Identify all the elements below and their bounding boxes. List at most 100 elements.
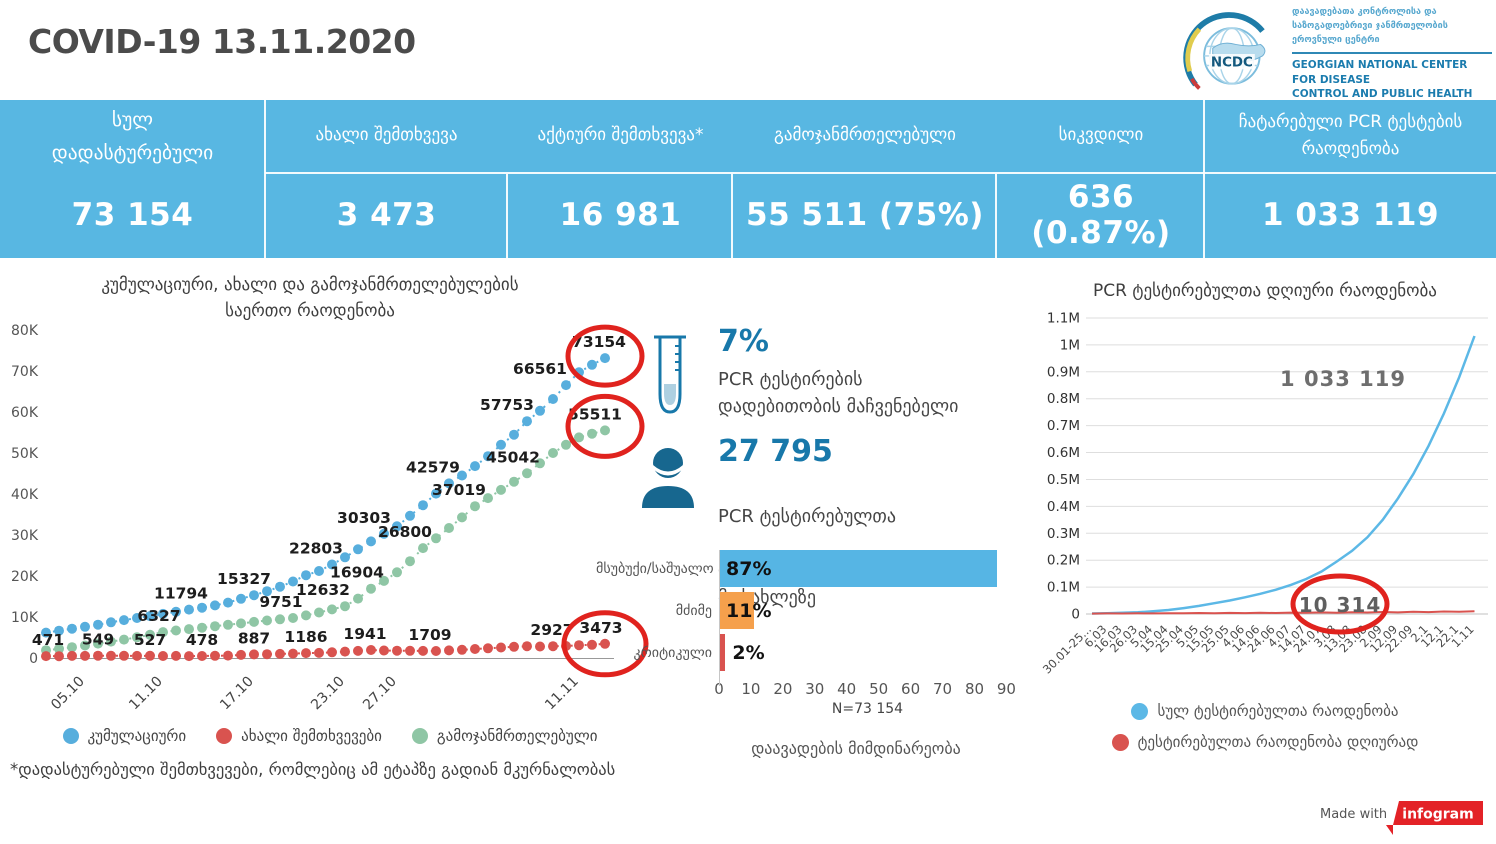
footnote: *დადასტურებული შემთხვევები, რომლებიც ამ … [10, 760, 616, 779]
severity-bar-track: 87% [719, 550, 1020, 587]
legend-item: სულ ტესტირებულთა რაოდენობა [1131, 702, 1399, 720]
stat-column-5: სიკვდილი 636 (0.87%) [997, 100, 1205, 258]
svg-text:10K: 10K [11, 610, 39, 626]
tests-chart-title: PCR ტესტირებულთა დღიური რაოდენობა [1093, 281, 1437, 301]
summary-stats-band: სულ დადასტურებული 73 154 ახალი შემთხვევა 3 … [0, 100, 1496, 258]
stat-column-6: ჩატარებული PCR ტესტების რაოდენობა 1 033 1… [1205, 100, 1496, 258]
svg-text:2927: 2927 [530, 621, 573, 639]
tests-chart-legend: სულ ტესტირებულთა რაოდენობა ტესტირებულთა რ… [1040, 702, 1490, 751]
svg-text:40K: 40K [11, 487, 39, 503]
cases-chart-legend: კუმულაციური ახალი შემთხვევები გამოჯანმრთელ… [40, 727, 620, 745]
severity-category-label: კრიტიკული [633, 644, 712, 661]
svg-text:0.4M: 0.4M [1047, 499, 1080, 515]
svg-text:0.2M: 0.2M [1047, 553, 1080, 569]
svg-text:70K: 70K [11, 364, 39, 380]
svg-text:37019: 37019 [432, 481, 486, 499]
ncdc-logo: NCDC დაავადებათა კონტროლისა და საზოგადოე… [1176, 6, 1492, 102]
svg-text:15327: 15327 [217, 570, 271, 588]
stat-value: 16 981 [559, 197, 682, 233]
legend-dot [411, 728, 428, 744]
cases-chart-title: კუმულაციური, ახალი და გამოჯანმრთელებულებ… [101, 275, 519, 322]
legend-item: გამოჯანმრთელებული [411, 727, 597, 745]
svg-text:11.11: 11.11 [542, 674, 582, 714]
stat-column-2: ახალი შემთხვევა 3 473 [265, 100, 508, 258]
svg-text:16904: 16904 [330, 564, 384, 582]
svg-text:0.5M: 0.5M [1047, 472, 1080, 488]
svg-text:26800: 26800 [378, 523, 432, 541]
legend-item: კუმულაციური [62, 727, 186, 745]
stat-value: 1 033 119 [1261, 197, 1440, 233]
logo-english-name: GEORGIAN NATIONAL CENTER FOR DISEASE CON… [1292, 58, 1473, 101]
severity-axis-tick: 20 [773, 680, 793, 698]
svg-text:10 314: 10 314 [1299, 593, 1382, 617]
severity-axis: 0 10 20 30 40 50 60 70 80 90 [714, 676, 1020, 700]
severity-axis-tick: 50 [869, 680, 889, 698]
ncdc-globe-icon: NCDC [1183, 12, 1266, 90]
svg-text:9751: 9751 [259, 593, 302, 611]
svg-text:0.8M: 0.8M [1047, 391, 1080, 407]
severity-axis-tick: 60 [901, 680, 921, 698]
severity-bar [719, 550, 997, 587]
logo-georgian-name: დაავადებათა კონტროლისა და საზოგადოებრივი… [1292, 7, 1448, 45]
svg-text:22803: 22803 [289, 540, 343, 558]
stat-label: ჩატარებული PCR ტესტების რაოდენობა [1238, 111, 1463, 159]
stat-column-4: გამოჯანმრთელებული 55 511 (75%) [733, 100, 997, 258]
logo-acronym: NCDC [1211, 55, 1253, 70]
severity-bar [719, 634, 726, 671]
stat-value: 636 (0.87%) [1031, 179, 1171, 251]
band-divider [506, 174, 508, 258]
severity-row: მძიმე 11% [596, 592, 1020, 629]
severity-category-label: მძიმე [675, 602, 712, 619]
legend-label: ტესტირებულთა რაოდენობა დღიურად [1137, 733, 1419, 751]
stat-label: აქტიური შემთხვევა* [537, 125, 704, 146]
positivity-label: PCR ტესტირების დადებითობის მაჩვენებელი [718, 369, 959, 417]
stat-value: 3 473 [336, 197, 437, 233]
severity-axis-tick: 70 [932, 680, 953, 698]
svg-text:30303: 30303 [337, 509, 391, 527]
stat-value: 55 511 (75%) [746, 197, 984, 233]
svg-text:1M: 1M [1060, 337, 1080, 353]
made-with-label: Made with [1320, 807, 1388, 822]
svg-text:3473: 3473 [579, 619, 622, 637]
stat-label: სულ დადასტურებული [51, 107, 214, 164]
tested-label-line1: PCR ტესტირებულთა [718, 506, 896, 527]
severity-axis-tick: 40 [837, 680, 857, 698]
svg-text:0.1M: 0.1M [1047, 580, 1080, 596]
svg-text:6327: 6327 [137, 607, 180, 625]
person-icon [642, 448, 694, 508]
svg-text:0: 0 [1071, 607, 1080, 623]
svg-text:05.10: 05.10 [48, 674, 88, 714]
legend-item: ტესტირებულთა რაოდენობა დღიურად [1111, 733, 1419, 751]
logo-divider [1292, 51, 1492, 54]
svg-text:23.10: 23.10 [308, 674, 348, 714]
legend-item: ახალი შემთხვევები [216, 727, 382, 745]
logo-text-block: დაავადებათა კონტროლისა და საზოგადოებრივი… [1292, 6, 1492, 102]
severity-row: კრიტიკული 2% [596, 634, 1020, 671]
svg-text:20K: 20K [11, 569, 39, 585]
test-tube-icon [654, 335, 686, 414]
severity-zero-line [719, 550, 720, 686]
positivity-value: 7% [718, 324, 769, 359]
svg-text:60K: 60K [11, 405, 39, 421]
severity-row: მსუბუქი/საშუალო 87% [596, 550, 1020, 587]
stat-columns: სულ დადასტურებული 73 154 ახალი შემთხვევა 3 … [0, 100, 1496, 258]
svg-text:27.10: 27.10 [360, 674, 400, 714]
svg-text:0.7M: 0.7M [1047, 418, 1080, 434]
severity-value-label: 11% [726, 599, 772, 622]
svg-text:0: 0 [29, 651, 38, 667]
svg-text:42579: 42579 [406, 458, 460, 476]
svg-text:887: 887 [238, 629, 270, 647]
severity-value-label: 87% [726, 557, 772, 580]
severity-axis-tick: 80 [964, 680, 985, 698]
tested-per-100k-value: 27 795 [718, 434, 833, 469]
stat-column-3: აქტიური შემთხვევა* 16 981 [508, 100, 733, 258]
infogram-badge[interactable]: infogram [1384, 798, 1484, 838]
svg-text:1186: 1186 [284, 628, 327, 646]
severity-bar-track: 11% [719, 592, 1020, 629]
band-divider [265, 172, 1496, 174]
band-divider [264, 100, 266, 258]
band-divider [731, 174, 733, 258]
stat-label: გამოჯანმრთელებული [774, 125, 956, 146]
